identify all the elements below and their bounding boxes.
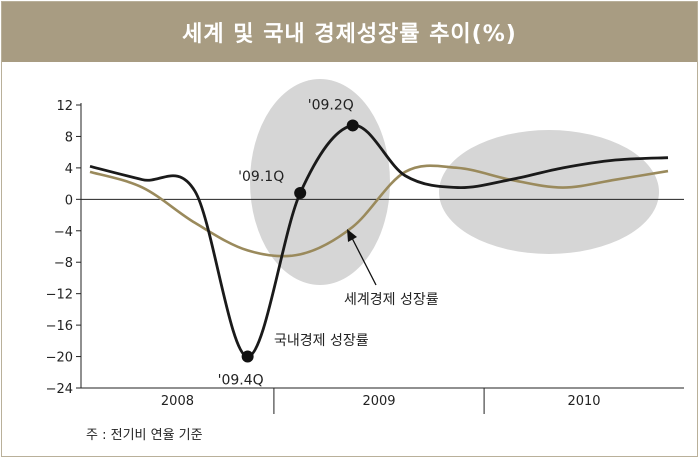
data-point-label: '09.2Q: [308, 97, 354, 113]
data-point-marker: [241, 350, 254, 363]
y-tick-label: −20: [46, 351, 73, 366]
series-label-korea: 국내경제 성장률: [274, 333, 369, 349]
x-tick-label: 2010: [567, 394, 600, 409]
data-point-label: '09.4Q: [218, 373, 264, 389]
chart-title: 세계 및 국내 경제성장률 추이(%): [182, 22, 517, 47]
series-line-world: [89, 164, 669, 258]
y-tick-label: −16: [46, 319, 73, 334]
y-tick-label: 0: [65, 193, 73, 208]
chart-footnote: 주 : 전기비 연율 기준: [86, 428, 203, 443]
x-tick-label: 2009: [362, 394, 395, 409]
y-tick-label: −24: [46, 382, 73, 397]
y-tick-label: 8: [65, 130, 73, 145]
chart-title-bar: 세계 및 국내 경제성장률 추이(%): [2, 2, 697, 62]
data-point-label: '09.1Q: [238, 169, 284, 185]
y-tick-label: −12: [46, 288, 73, 303]
arrow-head-icon: [347, 229, 357, 242]
y-tick-label: −4: [54, 225, 73, 240]
data-point-marker: [294, 187, 307, 200]
world-label-arrow: [351, 237, 377, 286]
y-tick-label: 4: [65, 162, 73, 177]
data-point-marker: [346, 119, 359, 132]
y-tick-label: −8: [54, 256, 73, 271]
x-tick-label: 2008: [161, 394, 194, 409]
highlight-ellipse-2010: [439, 130, 659, 254]
series-label-world: 세계경제 성장률: [344, 292, 439, 308]
y-tick-label: 12: [56, 99, 73, 114]
